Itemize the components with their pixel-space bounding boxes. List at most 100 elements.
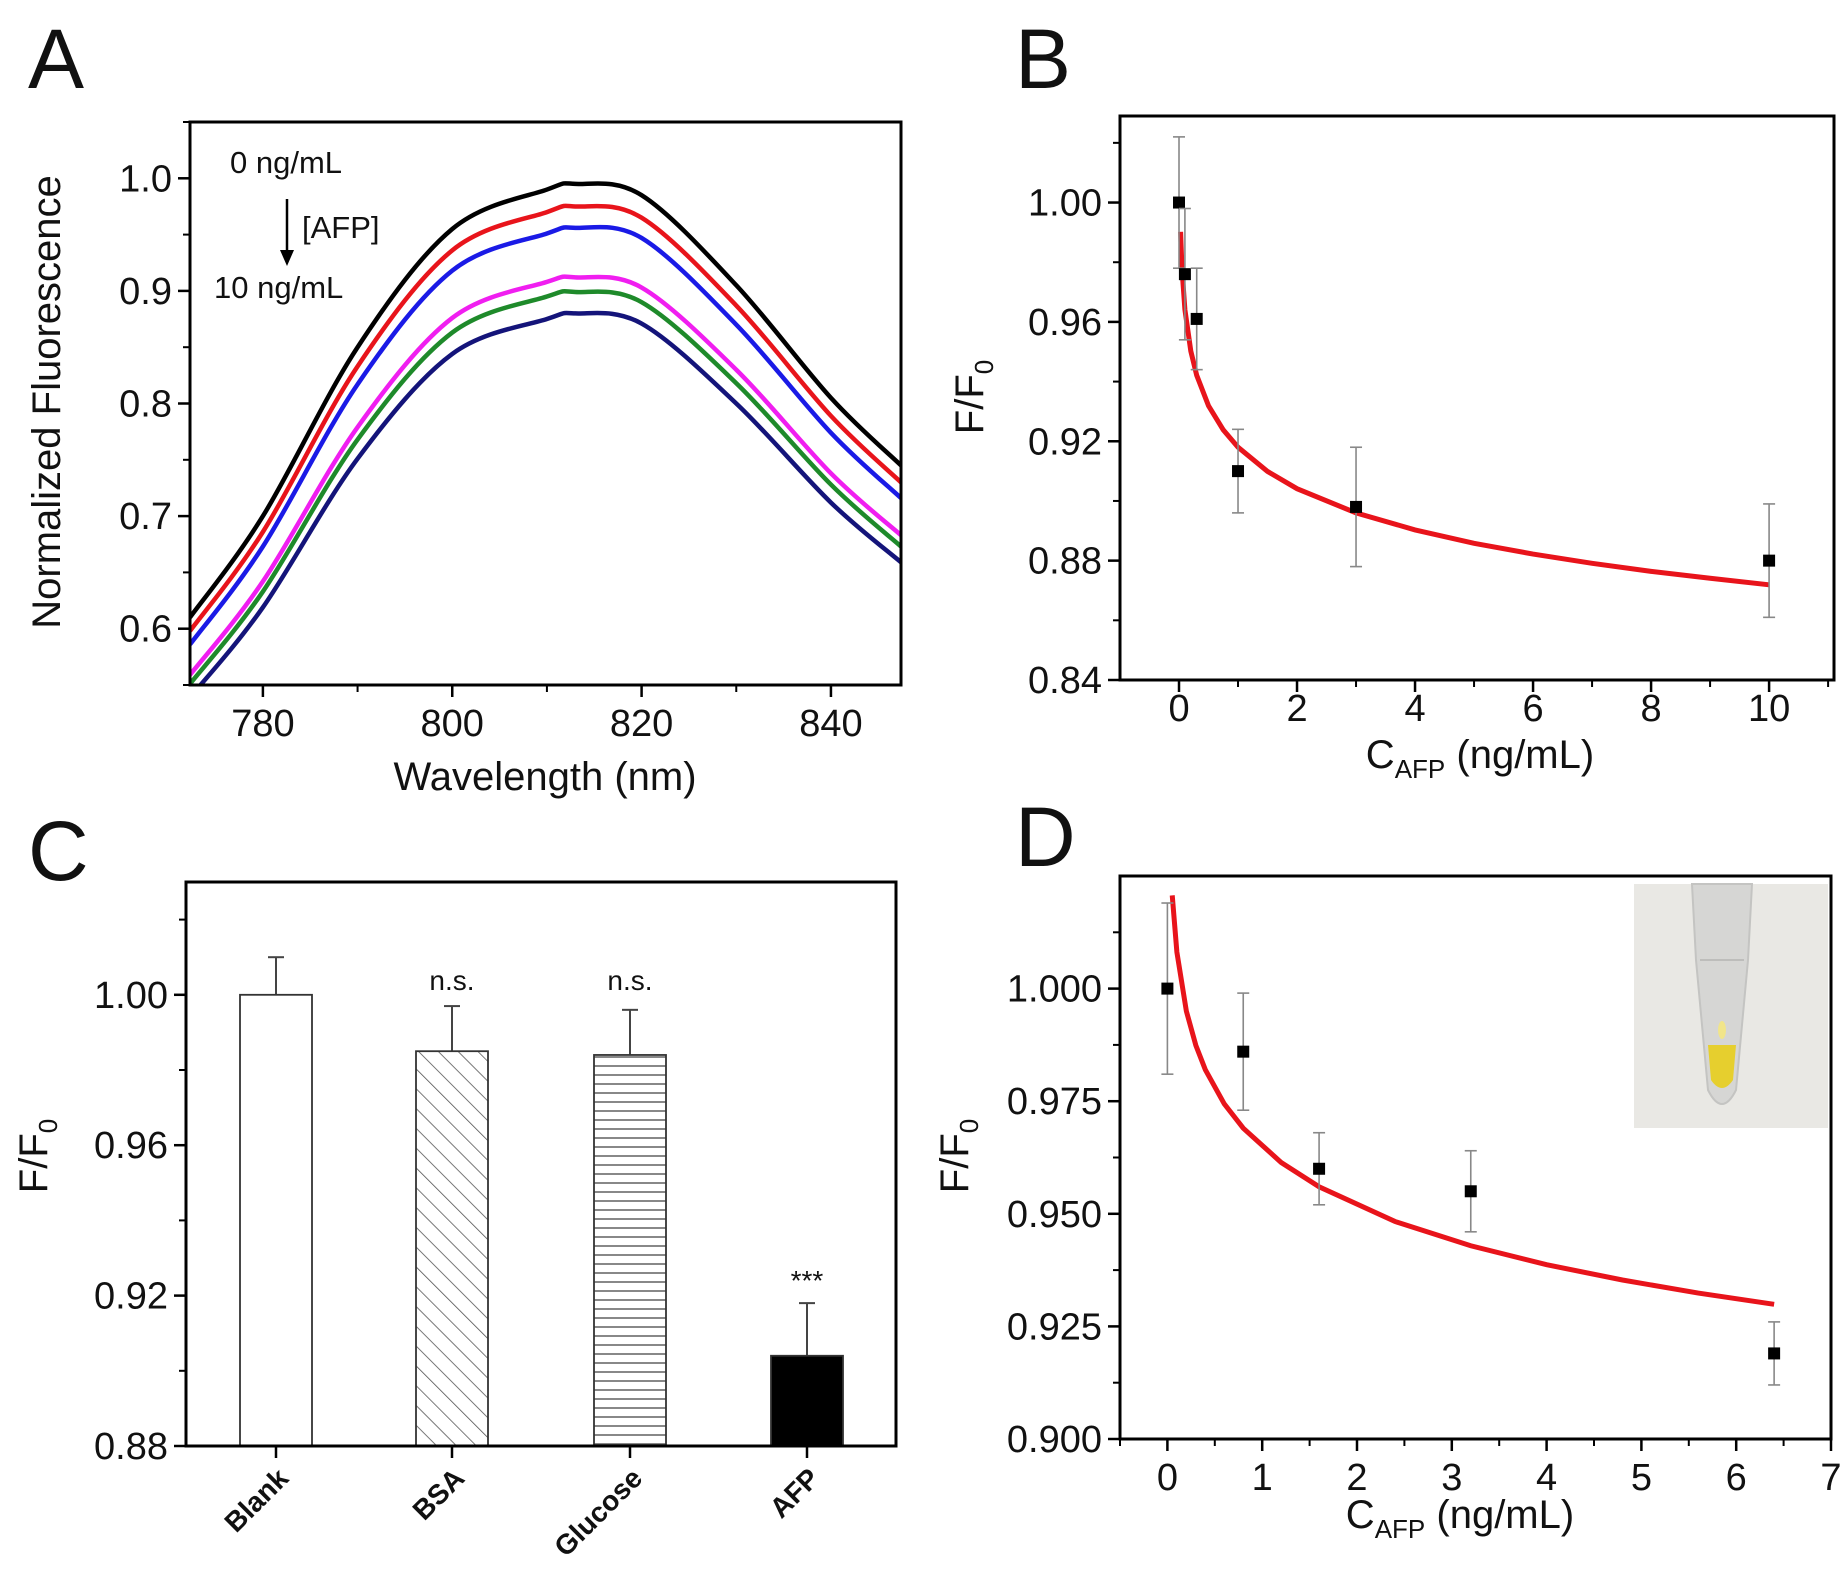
significance-label: n.s. [607,965,652,996]
x-axis-title-main: C [1366,733,1395,777]
y-tick-label: 1.00 [1028,183,1102,225]
y-axis-title-main: F/F [948,374,992,434]
spectrum-line [197,310,901,685]
x-tick-label: 4 [1536,1457,1557,1499]
annotation-arrow: [AFP] [302,210,380,245]
spectrum-line [190,224,901,646]
tube-body [1690,883,1754,1105]
data-point [1161,982,1174,995]
x-axis-title-rest: (ng/mL) [1425,1493,1574,1537]
y-tick-label: 0.7 [119,496,172,538]
y-tick-label: 1.00 [94,975,168,1017]
x-tick-label: 5 [1631,1457,1652,1499]
x-axis-title-main: C [1346,1493,1375,1537]
x-tick-label: 2 [1346,1457,1367,1499]
y-axis-title: F/F0 [12,1119,63,1193]
y-axis-title-subscript: 0 [33,1119,63,1133]
data-point [1190,312,1203,325]
x-tick-label: 780 [231,703,294,745]
x-axis-title-subscript: AFP [1395,754,1446,784]
y-tick-label: 0.92 [1028,421,1102,463]
x-tick-label: 4 [1404,688,1425,730]
y-tick-label: 0.96 [1028,302,1102,344]
fit-curve [1178,231,1770,588]
solution-highlight [1718,1021,1726,1039]
x-tick-label: 0 [1168,688,1189,730]
annotation-bottom: 10 ng/mL [214,270,343,305]
significance-label: *** [791,1265,824,1296]
panel-c: C Blank n.s. BSA n.s. Glucose *** AFP 0.88 0.92 0.… [12,804,898,1562]
x-tick-label: 840 [799,703,862,745]
x-tick-label: 1 [1252,1457,1273,1499]
plot-frame [1118,114,1836,682]
x-tick-label: 800 [421,703,484,745]
y-tick-label: 0.975 [1007,1081,1102,1123]
bar-glucose [593,1054,667,1447]
data-point [1232,465,1245,478]
y-tick-label: 0.96 [94,1125,168,1167]
panel-letter-c: C [28,804,89,898]
y-axis-title-subscript: 0 [969,360,999,374]
significance-label: n.s. [429,965,474,996]
x-axis-title-subscript: AFP [1375,1514,1426,1544]
data-point [1178,268,1191,281]
tube-photo-inset [1634,883,1828,1128]
data-point [1763,554,1776,567]
y-axis-title-main: F/F [933,1133,977,1193]
y-tick-label: 0.88 [94,1426,168,1468]
y-axis-title: F/F0 [933,1119,984,1193]
category-label: Glucose [548,1462,648,1562]
category-label: Blank [218,1462,294,1538]
data-point [1464,1185,1477,1198]
x-tick-label: 8 [1641,688,1662,730]
x-tick-label: 0 [1157,1457,1178,1499]
y-tick-label: 0.84 [1028,660,1102,702]
spectrum-line [190,181,901,619]
y-tick-label: 0.925 [1007,1306,1102,1348]
y-tick-label: 1.000 [1007,969,1102,1011]
x-axis-title-rest: (ng/mL) [1445,733,1594,777]
y-tick-label: 0.900 [1007,1419,1102,1461]
y-axis-title: F/F0 [948,360,999,434]
x-tick-label: 3 [1441,1457,1462,1499]
x-tick-label: 820 [610,703,673,745]
data-point [1313,1162,1326,1175]
plot-frame [184,880,898,1448]
x-tick-label: 6 [1726,1457,1747,1499]
spectrum-line [190,203,901,633]
bar-bsa [415,1050,489,1447]
y-axis-title-subscript: 0 [954,1119,984,1133]
bar-blank [239,993,313,1447]
y-tick-label: 0.9 [119,271,172,313]
fit-curve [1169,895,1775,1307]
plot-frame [188,120,903,687]
x-axis-title: CAFP (ng/mL) [1366,733,1594,784]
category-label: AFP [764,1462,826,1524]
yellow-solution [1708,1045,1736,1088]
data-point [1768,1347,1781,1360]
y-tick-label: 0.6 [119,609,172,651]
y-tick-label: 0.88 [1028,541,1102,583]
x-tick-label: 2 [1286,688,1307,730]
spectrum-line [190,274,901,677]
y-tick-label: 1.0 [119,158,172,200]
panel-letter-a: A [28,12,84,106]
panel-letter-d: D [1015,790,1076,884]
spectrum-line [190,289,901,685]
data-point [1350,500,1363,513]
x-axis-title: Wavelength (nm) [393,755,696,799]
y-axis-title: Normalized Fluorescence [25,175,69,629]
panel-a: A 0.6 0.7 0.8 0.9 1.0 780 800 820 840 Normalized F… [25,12,903,799]
x-tick-label: 6 [1522,688,1543,730]
y-tick-label: 0.92 [94,1276,168,1318]
data-point [1173,196,1186,209]
y-tick-label: 0.950 [1007,1194,1102,1236]
bar-afp [770,1354,844,1447]
panel-letter-b: B [1015,12,1071,106]
x-tick-label: 10 [1748,688,1790,730]
arrow-head-icon [280,250,294,266]
